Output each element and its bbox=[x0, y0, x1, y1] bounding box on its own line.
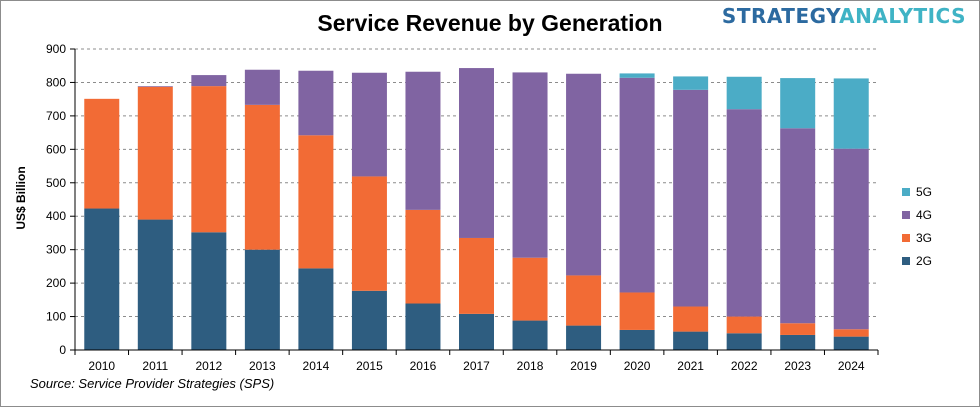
x-tick-label: 2020 bbox=[624, 359, 651, 373]
bar-segment-4g-2012 bbox=[191, 75, 227, 87]
brand-logo-part1: STRATEGY bbox=[721, 4, 840, 28]
bar-segment-2g-2015 bbox=[351, 290, 387, 350]
bar-segment-2g-2019 bbox=[566, 325, 602, 350]
brand-logo-part2: ANALYTICS bbox=[839, 4, 966, 28]
bar-segment-2g-2017 bbox=[459, 313, 494, 350]
bar-segment-2g-2023 bbox=[780, 334, 816, 350]
bar-segment-5g-2023 bbox=[780, 78, 816, 129]
x-tick-label: 2018 bbox=[517, 359, 544, 373]
y-tick-label: 300 bbox=[46, 243, 66, 257]
y-tick-labels: 0 100 200 300 400 500 600 700 800 900 bbox=[46, 42, 66, 357]
bar-segment-4g-2017 bbox=[459, 68, 494, 238]
bar-stacks bbox=[84, 68, 869, 350]
bar-segment-3g-2012 bbox=[191, 86, 227, 233]
bar-segment-4g-2018 bbox=[512, 72, 548, 258]
bar-segment-3g-2021 bbox=[673, 306, 709, 332]
bar-segment-2g-2010 bbox=[84, 208, 120, 350]
legend-label: 2G bbox=[916, 253, 933, 268]
bar-segment-4g-2022 bbox=[726, 109, 762, 317]
bar-segment-3g-2014 bbox=[298, 135, 334, 269]
bar-segment-2g-2014 bbox=[298, 268, 334, 350]
axes bbox=[70, 48, 878, 351]
x-tick-label: 2021 bbox=[677, 359, 704, 373]
bar-segment-4g-2015 bbox=[351, 72, 387, 177]
x-tick-label: 2015 bbox=[356, 359, 383, 373]
x-tick-label: 2019 bbox=[570, 359, 597, 373]
bar-segment-3g-2010 bbox=[84, 98, 120, 209]
bar-segment-4g-2013 bbox=[244, 69, 280, 105]
legend-label: 4G bbox=[916, 207, 933, 222]
bar-segment-2g-2018 bbox=[512, 320, 548, 350]
y-tick-label: 100 bbox=[46, 310, 66, 324]
x-tick-label: 2014 bbox=[303, 359, 330, 373]
y-tick-label: 500 bbox=[46, 176, 66, 190]
legend-swatch bbox=[902, 210, 910, 219]
bar-segment-4g-2014 bbox=[298, 70, 334, 136]
legend-swatch bbox=[902, 233, 910, 242]
bar-segment-5g-2020 bbox=[619, 73, 655, 78]
bar-segment-4g-2016 bbox=[405, 71, 441, 210]
bar-segment-2g-2011 bbox=[137, 219, 173, 350]
bar-segment-3g-2017 bbox=[459, 237, 494, 314]
bar-segment-2g-2021 bbox=[673, 331, 709, 350]
legend-item-5g: 5G bbox=[902, 180, 932, 203]
bar-segment-5g-2024 bbox=[833, 78, 869, 149]
bar-segment-4g-2019 bbox=[566, 73, 602, 276]
legend-label: 3G bbox=[916, 230, 933, 245]
x-tick-labels: 2010 2011 2012 2013 2014 2015 2016 2017 2018 2019… bbox=[74, 350, 879, 373]
x-tick-label: 2017 bbox=[463, 359, 490, 373]
bar-segment-2g-2016 bbox=[405, 303, 441, 350]
bar-segment-2g-2024 bbox=[833, 336, 869, 350]
bar-segment-4g-2011 bbox=[137, 86, 173, 87]
x-tick-label: 2010 bbox=[88, 359, 115, 373]
bar-segment-5g-2022 bbox=[726, 76, 762, 110]
y-tick-label: 200 bbox=[46, 276, 66, 290]
legend-item-4g: 4G bbox=[902, 203, 932, 226]
x-tick-label: 2023 bbox=[784, 359, 811, 373]
bar-segment-2g-2012 bbox=[191, 232, 227, 350]
x-tick-label: 2012 bbox=[195, 359, 222, 373]
legend: 5G 4G 3G 2G bbox=[902, 180, 932, 272]
bar-segment-4g-2023 bbox=[780, 128, 816, 324]
bar-segment-2g-2013 bbox=[244, 249, 280, 350]
legend-item-2g: 2G bbox=[902, 249, 932, 272]
x-tick-label: 2024 bbox=[838, 359, 865, 373]
bar-segment-5g-2021 bbox=[673, 76, 709, 90]
bar-segment-3g-2019 bbox=[566, 275, 602, 326]
legend-swatch bbox=[902, 256, 910, 265]
bar-segment-3g-2018 bbox=[512, 257, 548, 321]
y-tick-label: 600 bbox=[46, 142, 66, 156]
bar-segment-2g-2020 bbox=[619, 329, 655, 350]
y-tick-label: 900 bbox=[46, 42, 66, 56]
chart-title: Service Revenue by Generation bbox=[317, 10, 663, 36]
source-note: Source: Service Provider Strategies (SPS… bbox=[30, 376, 275, 391]
bar-segment-3g-2020 bbox=[619, 292, 655, 330]
brand-logo: STRATEGYANALYTICS bbox=[706, 4, 966, 28]
x-tick-label: 2011 bbox=[142, 359, 168, 373]
y-tick-label: 800 bbox=[46, 75, 66, 89]
y-tick-label: 700 bbox=[46, 109, 66, 123]
y-tick-label: 0 bbox=[59, 343, 66, 357]
bar-segment-3g-2015 bbox=[351, 176, 387, 291]
bar-segment-3g-2023 bbox=[780, 323, 816, 335]
x-tick-label: 2022 bbox=[731, 359, 758, 373]
bar-segment-2g-2022 bbox=[726, 333, 762, 350]
x-tick-label: 2016 bbox=[410, 359, 437, 373]
legend-label: 5G bbox=[916, 184, 933, 199]
bar-segment-3g-2016 bbox=[405, 209, 441, 304]
bar-segment-3g-2013 bbox=[244, 104, 280, 250]
bar-segment-4g-2020 bbox=[619, 77, 655, 293]
bar-segment-4g-2021 bbox=[673, 89, 709, 307]
bar-segment-3g-2024 bbox=[833, 329, 869, 337]
legend-swatch bbox=[902, 187, 910, 196]
bar-segment-4g-2024 bbox=[833, 148, 869, 330]
bar-segment-3g-2022 bbox=[726, 316, 762, 334]
y-tick-label: 400 bbox=[46, 209, 66, 223]
x-tick-label: 2013 bbox=[249, 359, 276, 373]
bar-segment-3g-2011 bbox=[137, 86, 173, 220]
legend-item-3g: 3G bbox=[902, 226, 932, 249]
